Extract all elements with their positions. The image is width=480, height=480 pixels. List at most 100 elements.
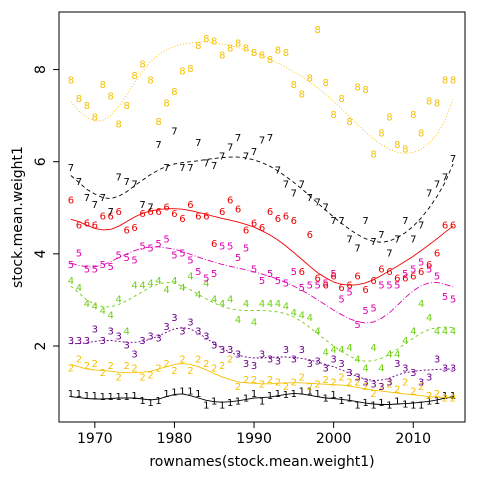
data-point: 6: [251, 218, 257, 229]
data-point: 4: [195, 290, 201, 301]
data-point: 1: [346, 394, 352, 405]
data-point: 8: [187, 64, 193, 75]
data-point: 6: [323, 281, 329, 292]
data-point: 4: [450, 327, 456, 338]
data-point: 4: [442, 327, 448, 338]
data-point: 6: [227, 195, 233, 206]
data-point: 8: [299, 89, 305, 100]
data-point: 1: [195, 389, 201, 400]
data-point: 2: [84, 361, 90, 372]
data-point: 5: [92, 265, 98, 276]
data-point: 6: [275, 214, 281, 225]
data-point: 7: [354, 244, 360, 255]
data-point: 6: [315, 274, 321, 285]
data-point: 4: [155, 276, 161, 287]
data-point: 1: [362, 398, 368, 409]
data-point: 7: [362, 216, 368, 227]
data-point: 7: [291, 189, 297, 200]
data-point: 6: [211, 239, 217, 250]
x-tick-label: 1970: [77, 431, 113, 447]
data-point: 8: [92, 113, 98, 124]
smooth-line-6: [70, 208, 454, 286]
data-point: 1: [283, 390, 289, 401]
data-point: 3: [171, 313, 177, 324]
data-point: 8: [378, 129, 384, 140]
data-point: 1: [259, 397, 265, 408]
data-point: 1: [315, 389, 321, 400]
data-point: 4: [354, 354, 360, 365]
data-point: 8: [108, 92, 114, 103]
data-point: 3: [68, 336, 74, 347]
data-point: 3: [315, 357, 321, 368]
x-tick-label: 2000: [316, 431, 352, 447]
data-point: 7: [68, 163, 74, 174]
data-point: 4: [283, 301, 289, 312]
data-point: 2: [442, 394, 448, 405]
data-point: 6: [410, 271, 416, 282]
data-point: 5: [378, 281, 384, 292]
data-point: 3: [299, 345, 305, 356]
data-point: 2: [131, 364, 137, 375]
data-point: 7: [251, 147, 257, 158]
x-tick-label: 1990: [236, 431, 272, 447]
data-point: 5: [434, 271, 440, 282]
data-point: 2: [370, 389, 376, 400]
data-point: 7: [195, 138, 201, 149]
data-point: 6: [330, 271, 336, 282]
data-point: 1: [323, 394, 329, 405]
data-point: 2: [147, 370, 153, 381]
data-point: 1: [171, 388, 177, 399]
data-point: 1: [219, 400, 225, 411]
data-point: 8: [434, 99, 440, 110]
data-point: 1: [179, 387, 185, 398]
data-point: 8: [147, 76, 153, 87]
data-point: 4: [434, 327, 440, 338]
data-point: 6: [68, 195, 74, 206]
data-point: 5: [163, 235, 169, 246]
data-point: 1: [354, 400, 360, 411]
data-point: 1: [402, 400, 408, 411]
data-point: 6: [76, 221, 82, 232]
data-point: 2: [275, 377, 281, 388]
data-point: 7: [442, 172, 448, 183]
data-point: 2: [354, 377, 360, 388]
data-point: 4: [346, 343, 352, 354]
data-point: 4: [203, 278, 209, 289]
data-point: 8: [155, 117, 161, 128]
data-point: 5: [450, 294, 456, 305]
data-point: 8: [323, 78, 329, 89]
data-point: 2: [76, 354, 82, 365]
data-point: 8: [211, 36, 217, 47]
data-point: 3: [267, 354, 273, 365]
data-point: 7: [283, 179, 289, 190]
data-point: 1: [267, 391, 273, 402]
data-point: 7: [315, 198, 321, 209]
data-point: 4: [410, 327, 416, 338]
data-point: 3: [187, 318, 193, 329]
y-axis-title: stock.mean.weight1: [10, 146, 26, 288]
data-point: 2: [100, 368, 106, 379]
data-point: 8: [386, 113, 392, 124]
data-point: 5: [203, 274, 209, 285]
data-point: 6: [299, 267, 305, 278]
data-point: 3: [338, 359, 344, 370]
data-point: 5: [410, 265, 416, 276]
data-point: 5: [323, 278, 329, 289]
data-point: 2: [195, 354, 201, 365]
data-point: 5: [179, 248, 185, 259]
data-point: 6: [124, 225, 130, 236]
data-point: 4: [211, 294, 217, 305]
data-point: 4: [275, 299, 281, 310]
data-point: 5: [354, 320, 360, 331]
data-point: 5: [267, 269, 273, 280]
data-point: 2: [139, 373, 145, 384]
data-point: 5: [362, 306, 368, 317]
data-point: 8: [330, 110, 336, 121]
data-point: 4: [235, 315, 241, 326]
data-point: 2: [315, 380, 321, 391]
data-point: 4: [338, 345, 344, 356]
data-point: 5: [124, 253, 130, 264]
data-point: 3: [116, 331, 122, 342]
